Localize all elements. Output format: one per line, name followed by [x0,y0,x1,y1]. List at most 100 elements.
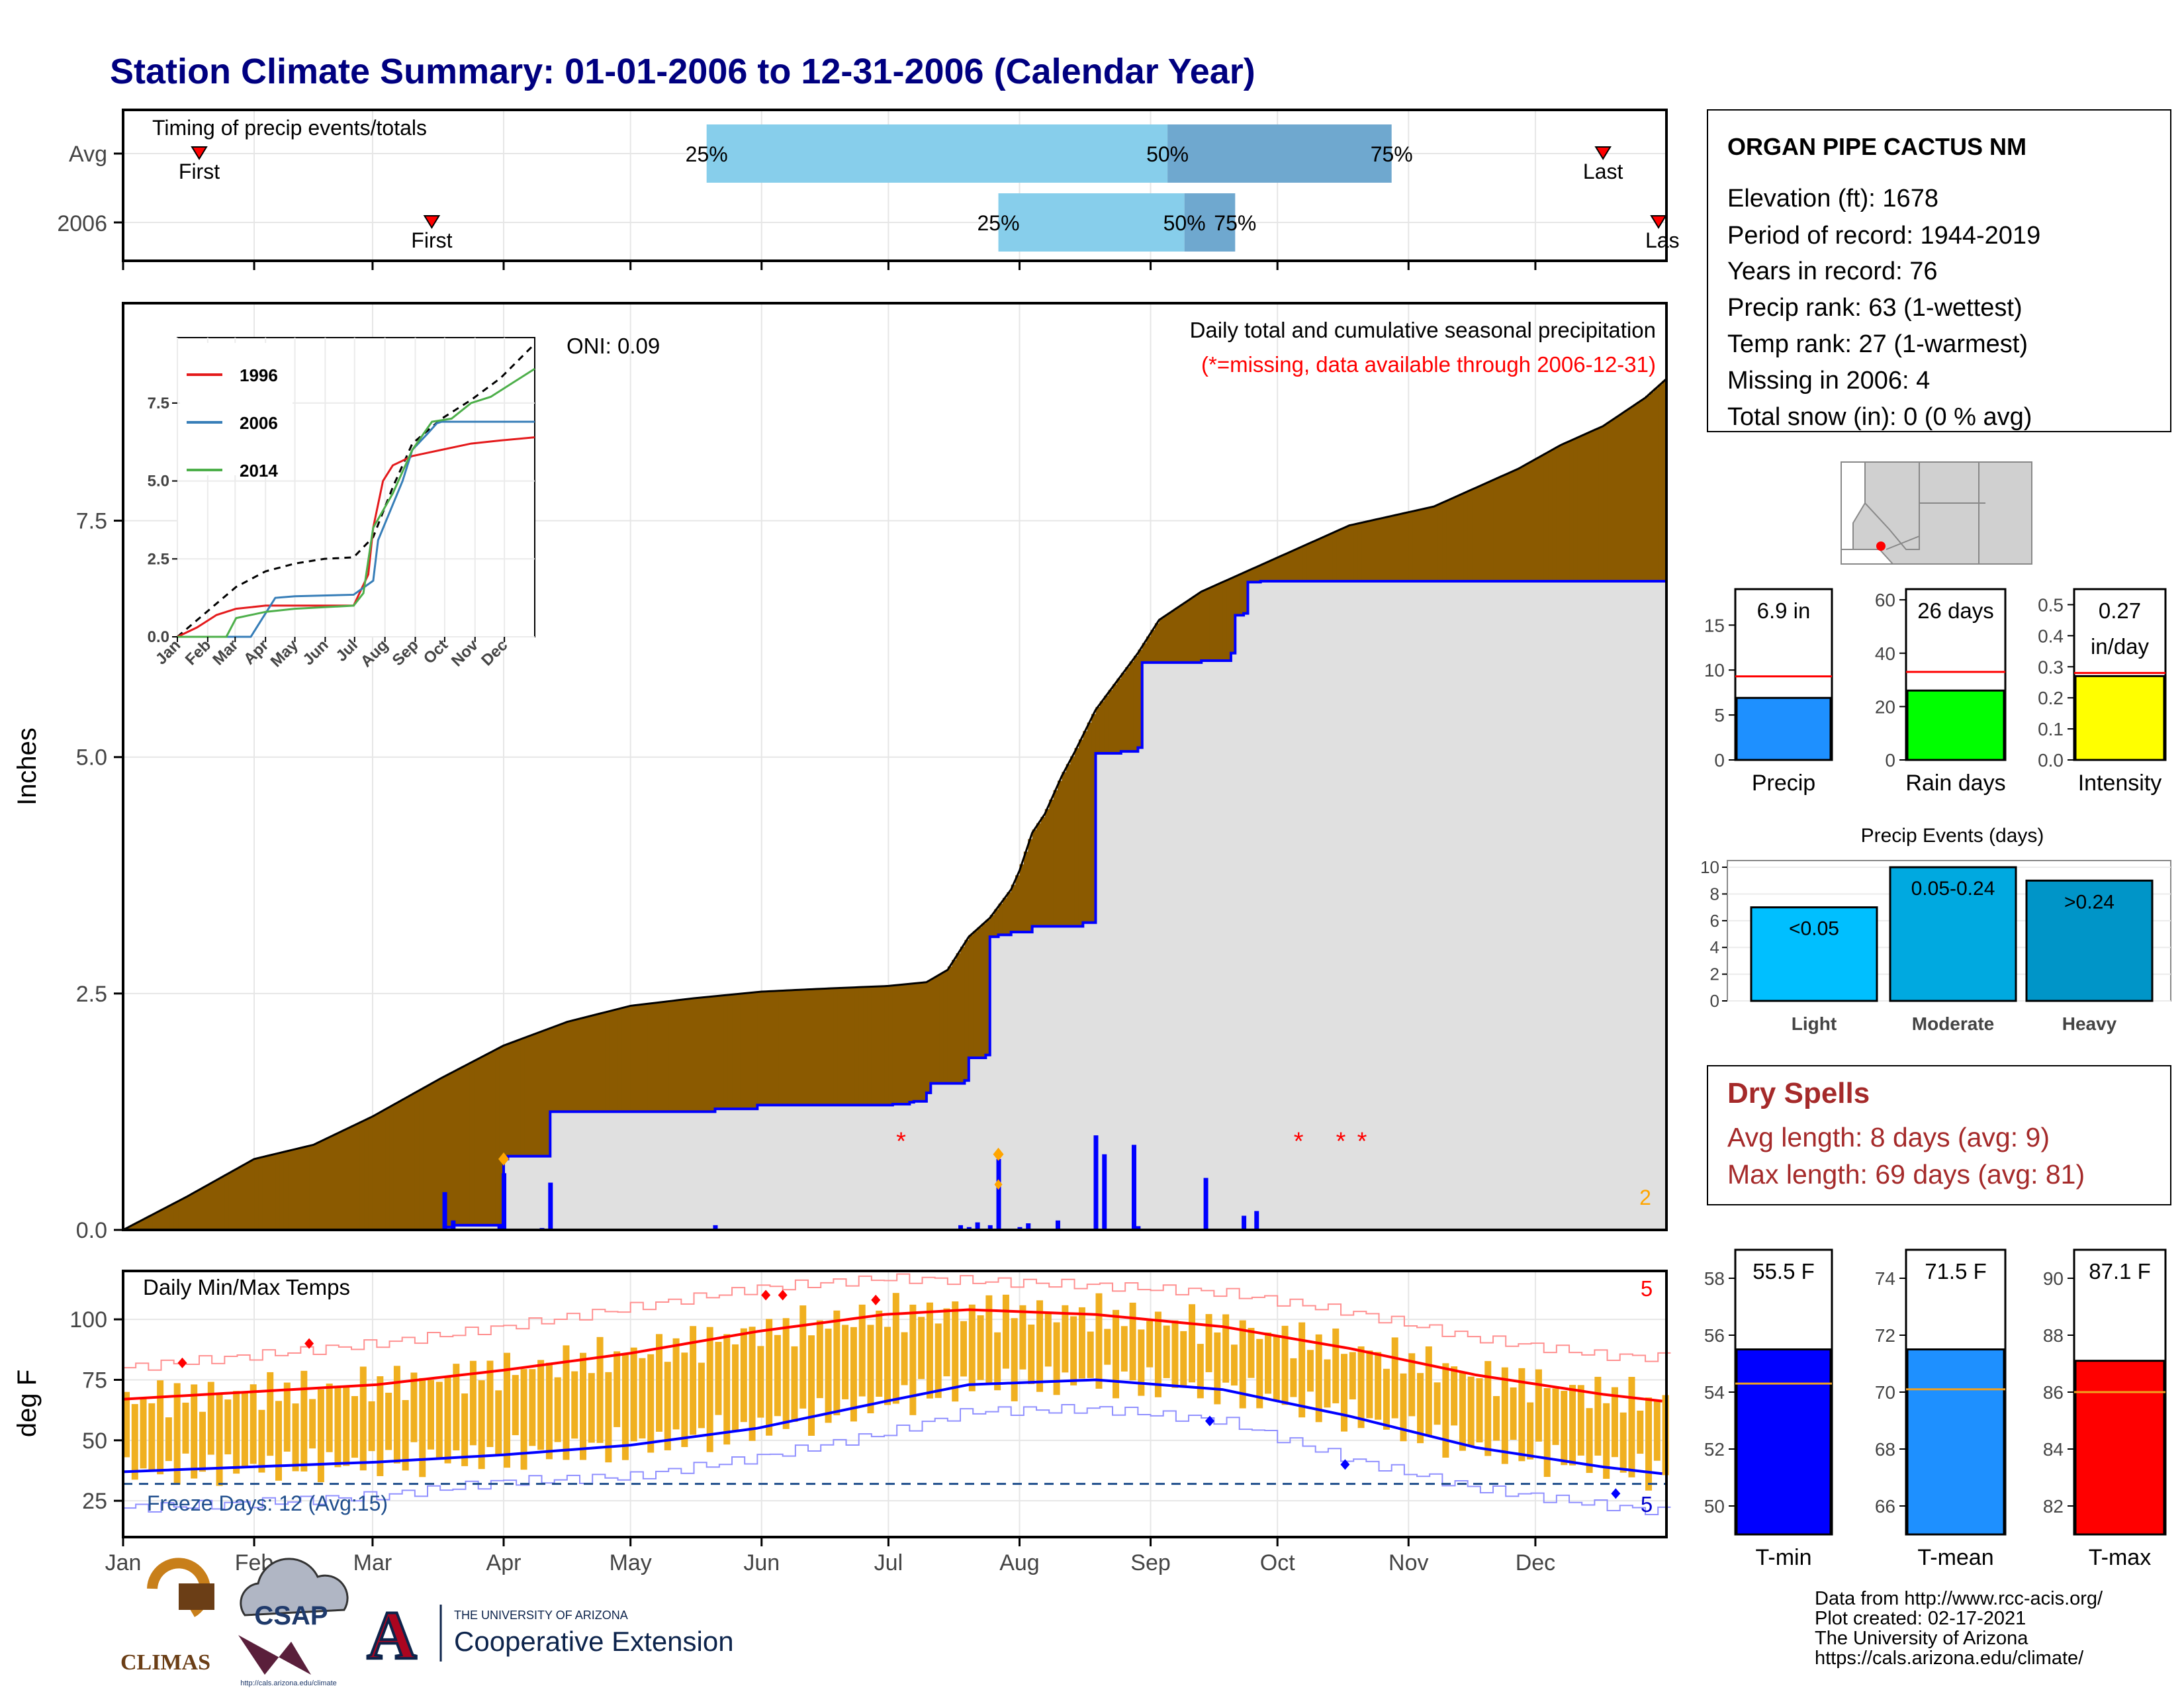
precip-deficit-area [833,988,839,1105]
precip-deficit-area [1260,564,1265,581]
precip-deficit-area [486,1053,492,1225]
precip-deficit-area [1057,780,1062,927]
ytick-label: 88 [2043,1325,2064,1346]
inset-xtick-label: Apr [240,636,272,668]
daily-temp-range [596,1336,604,1443]
daily-temp-range [1298,1322,1306,1418]
map-mexico [1841,549,1895,565]
precip-deficit-area [964,940,970,1081]
precip-deficit-area [1113,684,1118,753]
month-axis: Jan Feb Mar Apr May Jun Jul Aug Sep Oct Nov Dec [105,1537,1555,1575]
ytick-label: 0 [1714,750,1725,771]
first-event-label: First [411,228,452,252]
precip-deficit-area [837,988,842,1105]
daily-temp-range [486,1360,494,1447]
timing-bars: 25% 50% 75% First Last 25% 50% 75% First Las [179,124,1680,252]
precip-deficit-area [393,1103,398,1230]
precip-deficit-area [1125,667,1130,752]
last-event-marker [1594,146,1612,160]
daily-temp-range [478,1380,485,1470]
daily-temp-range [428,1380,435,1450]
daily-temp-range [985,1295,993,1385]
precip-annotation-title: Daily total and cumulative seasonal prec… [1190,318,1656,342]
ytick-label: 0.0 [2038,750,2064,771]
precip-deficit-area [127,1227,132,1230]
daily-temp-range [706,1327,713,1452]
daily-temp-range [1501,1367,1508,1464]
precip-deficit-area [913,983,919,1102]
oni-label: ONI: 0.09 [567,334,660,358]
precip-deficit-area [1561,444,1566,581]
precip-deficit-area [1265,562,1270,581]
daily-temp-range [216,1393,223,1486]
precip-deficit-area [850,987,855,1105]
precip-deficit-area [1230,577,1236,653]
daily-temp-range [469,1360,477,1446]
temp-panel-label: Daily Min/Max Temps [143,1275,350,1299]
daily-temp-range [1561,1391,1568,1466]
station-line-years: Years in record: 76 [1727,258,1938,285]
precip-deficit-area [723,995,729,1109]
bar-category-label: T-mean [1917,1545,1993,1570]
precip-deficit-area [939,973,944,1084]
precip-deficit-area [1387,516,1392,581]
ytick-label: 0.5 [2038,594,2064,615]
ytick-label: 10 [1704,660,1725,680]
value-bar [1906,1348,2005,1536]
precip-deficit-area [1615,416,1621,581]
precip-deficit-area [326,1137,331,1230]
station-box [1707,109,2171,432]
precip-deficit-area [719,995,724,1109]
value-bar [2074,675,2165,761]
ytick-label: 84 [2043,1439,2064,1460]
map-background [1841,461,2032,565]
daily-temp-range [1120,1326,1128,1372]
daily-temp-range [1611,1387,1618,1458]
daily-temp-range [1569,1385,1576,1466]
precip-deficit-area [592,1015,598,1112]
daily-temp-range [410,1372,418,1442]
inset-xtick-label: Jun [299,636,332,669]
daily-temp-range [968,1304,976,1391]
precip-deficit-area [563,1022,568,1112]
daily-temp-range [334,1385,341,1468]
precip-deficit-area [647,1004,653,1112]
precip-deficit-area [271,1154,276,1230]
daily-temp-range [1637,1411,1644,1454]
precip-deficit-area [444,1075,449,1227]
last-event-label: Last [1583,160,1623,183]
precip-deficit-area [140,1220,145,1230]
precip-deficit-area [432,1082,437,1230]
temp-ytick-label: 100 [69,1307,107,1333]
daily-temp-range [1315,1334,1322,1423]
daily-temp-range [537,1360,545,1450]
precip-deficit-area [816,988,821,1105]
daily-temp-range [1603,1403,1610,1479]
month-label-apr: Apr [486,1550,522,1575]
precip-deficit-area [1053,790,1058,927]
precip-deficit-area [947,966,952,1084]
value-label: 6.9 in [1757,598,1811,623]
ytick-label: 86 [2043,1382,2064,1403]
daily-temp-range [1146,1321,1154,1368]
inset-xtick-label: May [267,636,302,671]
daily-temp-range [952,1301,959,1402]
month-label-nov: Nov [1388,1550,1428,1575]
daily-temp-range [1104,1329,1111,1365]
precip-deficit-area [1658,384,1663,581]
precip-deficit-area [842,988,847,1105]
inset-ytick-label: 5.0 [148,473,169,491]
daily-temp-range [1062,1305,1069,1373]
inset-line-2014 [177,367,535,638]
daily-temp-range [1070,1316,1077,1385]
precip-deficit-area [1180,604,1185,663]
precip-deficit-area [1146,636,1152,663]
daily-temp-range [292,1403,299,1472]
precip-deficit-area [322,1139,327,1230]
daily-temp-range [165,1417,172,1462]
daily-temp-range [672,1338,680,1430]
daily-temp-range [799,1305,807,1409]
events-bar-heavy [2025,879,2154,1002]
inset-ytick-label: 2.5 [148,550,169,568]
